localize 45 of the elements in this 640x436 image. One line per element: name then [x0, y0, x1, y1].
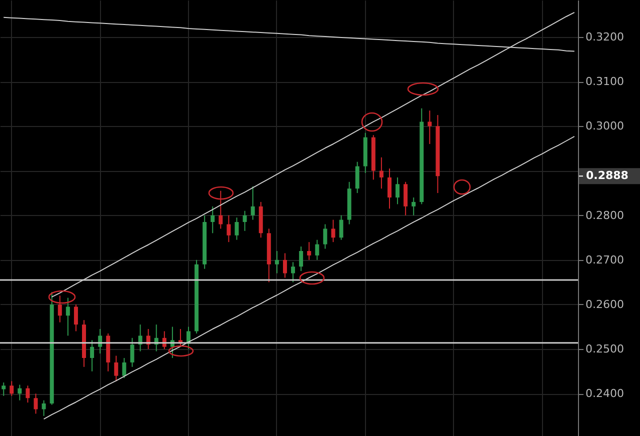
candlestick: [291, 262, 296, 283]
candlestick: [122, 357, 126, 379]
candlestick: [66, 297, 70, 336]
candlestick: [114, 355, 118, 382]
candlestick: [226, 214, 231, 243]
y-tick-label: 0.2400: [586, 387, 624, 400]
y-tick-label: 0.2500: [586, 342, 624, 356]
candlestick: [26, 385, 30, 404]
candlestick: [387, 168, 392, 210]
candlestick: [379, 156, 384, 190]
candlestick: [355, 161, 360, 194]
y-tick-label: 0.2800: [586, 208, 624, 222]
candlestick: [90, 340, 94, 372]
candlestick: [315, 239, 320, 260]
candlestick: [130, 337, 134, 368]
candlestick: [98, 328, 102, 354]
candlestick: [18, 384, 22, 401]
candlestick: [10, 380, 14, 396]
candlestick: [331, 219, 336, 243]
candlestick: [404, 181, 408, 216]
candlestick: [250, 186, 255, 220]
candlestick: [412, 196, 416, 216]
candlestick: [242, 210, 247, 232]
candlestick: [339, 214, 344, 240]
candlestick: [234, 217, 239, 240]
candlestick: [307, 242, 312, 260]
y-tick-label: 0.3100: [586, 75, 624, 88]
candlestick: [428, 110, 432, 144]
candlestick: [42, 400, 46, 416]
candlestick: [74, 304, 78, 332]
candlestick: [396, 176, 400, 205]
y-tick-label: 0.3200: [586, 30, 624, 44]
candlestick: [58, 295, 62, 323]
candlestick: [218, 190, 223, 230]
candlestick: [210, 206, 215, 234]
y-tick-label: 0.3000: [586, 120, 624, 133]
candlestick: [2, 382, 6, 396]
y-tick-label: 0.2600: [586, 298, 624, 311]
candlestick: [34, 393, 38, 414]
candlestick: [282, 252, 287, 278]
candlestick: [323, 224, 328, 250]
candlestick: [299, 246, 304, 272]
candlestick: [274, 250, 279, 274]
y-tick-label: 0.2700: [586, 253, 624, 266]
text: 0.2888: [586, 169, 628, 182]
